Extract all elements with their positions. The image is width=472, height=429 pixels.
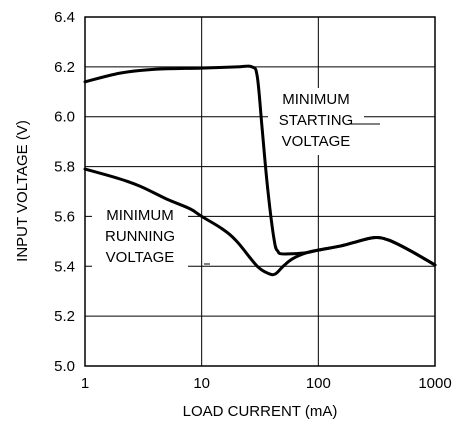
y-tick-label: 5.0 (54, 358, 75, 375)
y-tick-labels: 5.0 5.2 5.4 5.6 5.8 6.0 6.2 6.4 (54, 9, 75, 375)
y-tick-label: 6.4 (54, 9, 75, 26)
x-tick-label: 10 (193, 375, 210, 392)
x-tick-label: 1000 (418, 375, 451, 392)
y-tick-label: 6.2 (54, 59, 75, 76)
y-axis-title: INPUT VOLTAGE (V) (14, 120, 31, 262)
x-tick-labels: 1 10 100 1000 (81, 375, 452, 392)
x-tick-label: 1 (81, 375, 89, 392)
annotation-label: RUNNING (105, 228, 175, 245)
annotation-label: MINIMUM (106, 207, 174, 224)
annotation-label: VOLTAGE (106, 249, 175, 266)
annotation-label: MINIMUM (282, 91, 350, 108)
y-tick-label: 5.4 (54, 258, 75, 275)
annotations: MINIMUM STARTING VOLTAGE MINIMUM RUNNING VOLT… (92, 88, 380, 271)
y-tick-label: 5.6 (54, 208, 75, 225)
x-axis-title: LOAD CURRENT (mA) (183, 403, 338, 420)
y-tick-label: 6.0 (54, 109, 75, 126)
y-tick-label: 5.8 (54, 159, 75, 176)
annotation-label: STARTING (279, 112, 353, 129)
x-tick-label: 100 (306, 375, 331, 392)
annotation-label: VOLTAGE (282, 133, 351, 150)
y-tick-label: 5.2 (54, 308, 75, 325)
